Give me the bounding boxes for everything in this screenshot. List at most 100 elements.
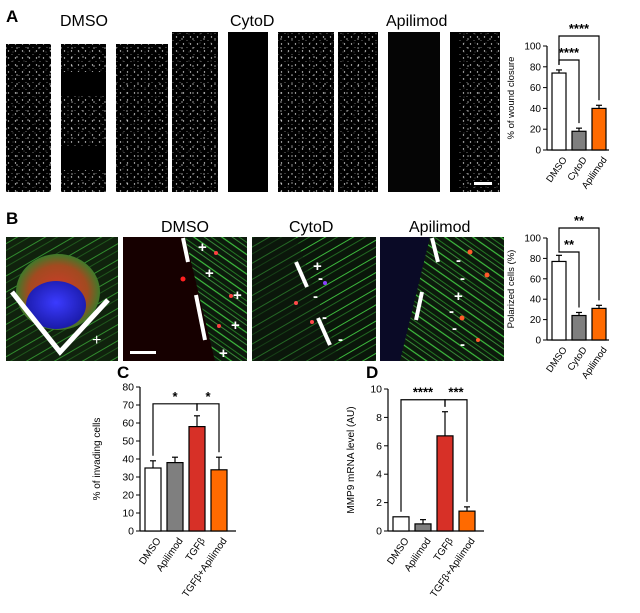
y-tick-label: 100	[524, 42, 541, 53]
polarity-marker: -	[456, 252, 461, 269]
significance-label: **	[574, 213, 585, 228]
polarity-image-dmso: DMSO + + + + +	[123, 219, 247, 362]
y-tick-label: 6	[376, 440, 382, 452]
significance-bracket	[196, 403, 220, 453]
panel-letter-a: A	[6, 7, 18, 26]
y-axis-label: % of wound closure	[506, 57, 517, 140]
polarity-marker: +	[313, 258, 322, 275]
wound-image-cytod: CytoD	[172, 13, 334, 192]
y-tick-label: 100	[524, 234, 541, 245]
polarity-image-label: DMSO	[161, 219, 209, 236]
polarity-marker: -	[460, 336, 465, 353]
significance-bracket	[558, 35, 600, 101]
y-tick-label: 0	[376, 526, 382, 538]
y-tick-label: 60	[530, 83, 542, 94]
polarity-marker: +	[219, 345, 228, 362]
polarity-marker: +	[205, 265, 214, 282]
y-tick-label: 70	[122, 400, 134, 412]
polarity-marker: +	[233, 287, 242, 304]
wound-image-label: DMSO	[60, 13, 108, 30]
wound-image-apilimod: Apilimod	[338, 13, 500, 192]
scale-bar	[130, 351, 156, 354]
bar	[551, 72, 567, 151]
y-tick-label: 20	[530, 125, 542, 136]
y-tick-label: 60	[530, 274, 542, 285]
bar	[414, 523, 432, 532]
bar	[591, 307, 607, 341]
wound-image-label: Apilimod	[386, 13, 447, 30]
significance-bracket	[444, 399, 468, 502]
bar	[144, 467, 162, 532]
category-label: DMSO	[544, 345, 569, 375]
y-tick-label: 8	[376, 412, 382, 424]
y-tick-label: 40	[530, 104, 542, 115]
panel-letter-b: B	[6, 209, 18, 228]
significance-label: ****	[569, 21, 590, 36]
significance-label: ***	[448, 385, 464, 400]
y-tick-label: 40	[122, 454, 134, 466]
polarity-marker: -	[313, 288, 318, 305]
polarity-image-apilimod: Apilimod - - + - - -	[380, 219, 504, 361]
y-axis-label: % of invading cells	[92, 418, 103, 501]
y-tick-label: 10	[122, 508, 134, 520]
polarity-marker: -	[460, 270, 465, 287]
bar	[458, 510, 476, 532]
significance-label: **	[564, 237, 575, 252]
panel-letter-c: C	[117, 363, 129, 382]
bar	[188, 426, 206, 532]
y-tick-label: 0	[128, 526, 134, 538]
wound-image-dmso: DMSO	[6, 13, 168, 192]
y-tick-label: 40	[530, 295, 542, 306]
panel-letter-d: D	[366, 363, 378, 382]
significance-label: ****	[559, 45, 580, 60]
category-label: DMSO	[544, 155, 569, 185]
y-tick-label: 20	[122, 490, 134, 502]
y-tick-label: 0	[535, 336, 541, 347]
polarity-marker: +	[231, 317, 240, 334]
polarity-marker: -	[338, 331, 343, 348]
cell-closeup-image: +	[6, 237, 118, 361]
significance-bracket	[558, 227, 600, 301]
significance-bracket	[558, 250, 580, 308]
bar	[210, 469, 228, 532]
bar	[571, 314, 587, 341]
polarity-angle-marker	[10, 290, 110, 356]
polarity-marker: +	[198, 239, 207, 256]
polarity-marker: -	[318, 270, 323, 287]
polarity-image-label: CytoD	[289, 219, 333, 236]
y-axis-label: MMP9 mRNA level (AU)	[346, 406, 357, 513]
bar	[571, 130, 587, 151]
scale-bar	[474, 182, 492, 185]
y-tick-label: 20	[530, 315, 542, 326]
y-tick-label: 60	[122, 418, 134, 430]
bar	[392, 516, 410, 532]
y-tick-label: 80	[530, 62, 542, 73]
bar	[166, 462, 184, 532]
polarity-marker: -	[449, 303, 454, 320]
y-axis-label: Polarized cells (%)	[506, 250, 517, 329]
polarity-marker: -	[452, 320, 457, 337]
bar	[436, 435, 454, 532]
polarity-image-label: Apilimod	[409, 219, 470, 236]
y-tick-label: 80	[122, 382, 134, 394]
y-tick-label: 80	[530, 254, 542, 265]
polarity-marker: -	[322, 309, 327, 326]
y-tick-label: 4	[376, 469, 382, 481]
polarity-image-cytod: CytoD + - - - -	[252, 219, 376, 361]
y-tick-label: 30	[122, 472, 134, 484]
significance-label: *	[205, 389, 211, 404]
polarity-marker: +	[454, 288, 463, 305]
y-tick-label: 10	[370, 384, 382, 396]
significance-label: *	[172, 389, 178, 404]
bar	[551, 260, 567, 341]
y-tick-label: 0	[535, 146, 541, 157]
y-tick-label: 2	[376, 497, 382, 509]
wound-image-label: CytoD	[230, 13, 274, 30]
significance-label: ****	[413, 385, 434, 400]
polarity-marker: +	[92, 332, 101, 349]
